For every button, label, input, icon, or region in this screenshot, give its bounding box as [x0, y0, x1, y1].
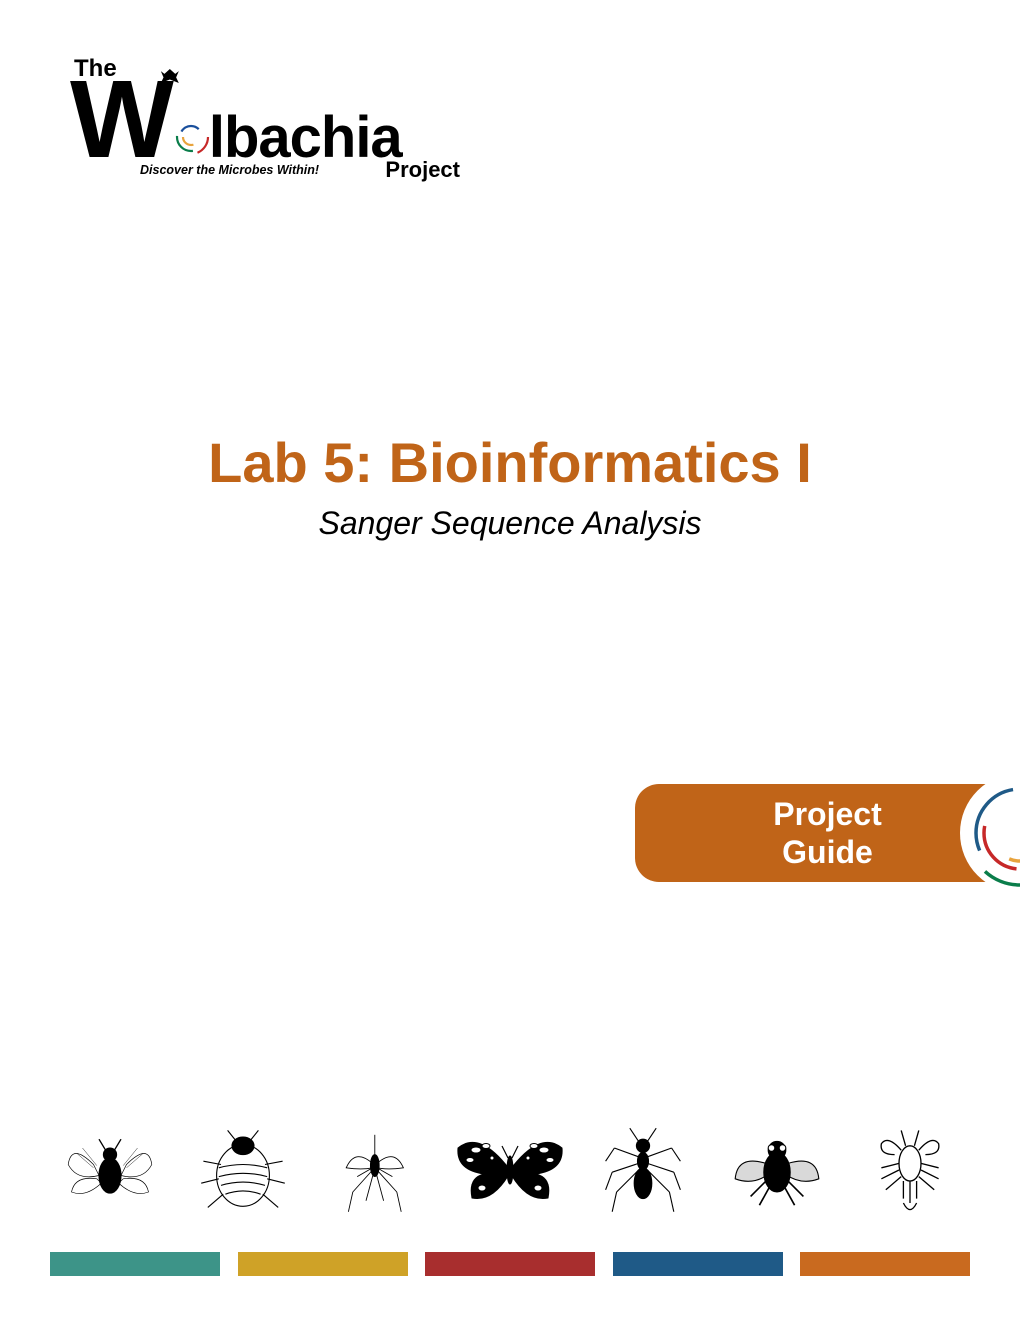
logo-w-letter: W [70, 79, 173, 162]
badge-line2: Guide [782, 834, 873, 870]
color-seg-3 [425, 1252, 595, 1276]
logo-rest-letters: lbachia [209, 105, 402, 170]
color-seg-4 [613, 1252, 783, 1276]
color-seg-1 [50, 1252, 220, 1276]
project-guide-badge: Project Guide [635, 784, 1020, 882]
badge-ring-icon [960, 773, 1020, 893]
badge-text: Project Guide [773, 795, 881, 872]
beetle-icon [183, 1115, 303, 1225]
bee-icon [50, 1115, 170, 1225]
page-subtitle: Sanger Sequence Analysis [0, 505, 1020, 542]
title-block: Lab 5: Bioinformatics I Sanger Sequence … [0, 430, 1020, 542]
logo-wordmark: W lbachia [70, 79, 430, 165]
color-seg-5 [800, 1252, 970, 1276]
color-seg-2 [238, 1252, 408, 1276]
logo-o-ring-icon [171, 109, 211, 149]
logo: The W lbachia Discover the Microbes With… [70, 55, 430, 183]
fly-icon [717, 1115, 837, 1225]
badge-line1: Project [773, 796, 881, 832]
lobster-icon [850, 1115, 970, 1225]
insect-row [50, 1115, 970, 1225]
butterfly-icon [450, 1115, 570, 1225]
page-title: Lab 5: Bioinformatics I [0, 430, 1020, 495]
mosquito-icon [317, 1115, 437, 1225]
color-bar [50, 1252, 970, 1276]
ant-icon [583, 1115, 703, 1225]
